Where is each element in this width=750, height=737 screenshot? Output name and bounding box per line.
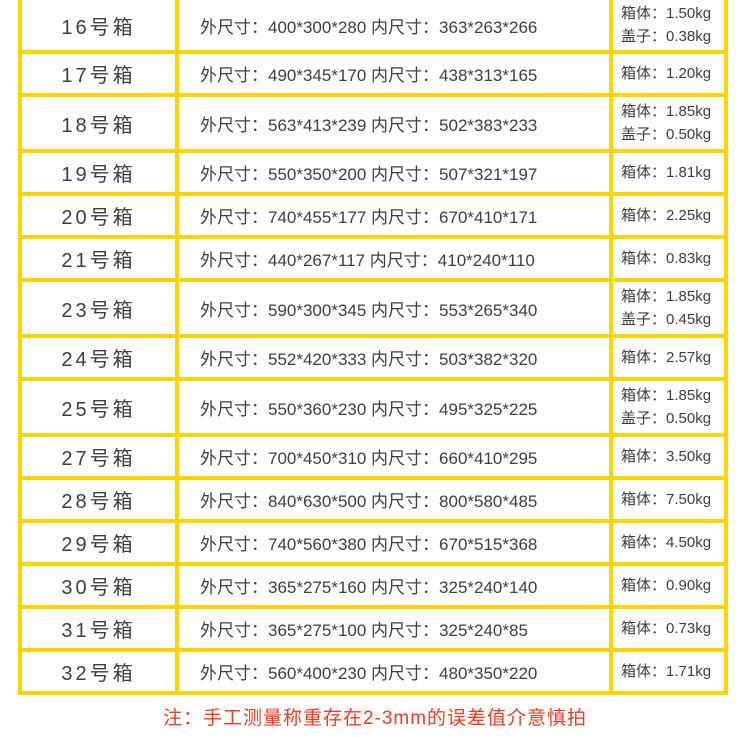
box-weight: 箱体：7.50kg (613, 480, 724, 519)
box-number: 20号箱 (22, 196, 175, 235)
box-weight: 箱体：0.83kg (613, 239, 724, 278)
box-dimensions: 外尺寸：590*300*345 内尺寸：553*265*340 (179, 282, 609, 334)
box-dimensions: 外尺寸：365*275*100 内尺寸：325*240*85 (179, 609, 609, 648)
box-number: 21号箱 (22, 239, 175, 278)
box-weight: 箱体：3.50kg (613, 437, 724, 476)
box-number: 25号箱 (22, 381, 175, 433)
box-number: 32号箱 (22, 652, 175, 691)
box-dimensions: 外尺寸：490*345*170 内尺寸：438*313*165 (179, 54, 609, 93)
box-weight: 箱体：1.85kg 盖子：0.50kg (613, 381, 724, 433)
box-dimensions: 外尺寸：365*275*160 内尺寸：325*240*140 (179, 566, 609, 605)
box-number: 27号箱 (22, 437, 175, 476)
box-number: 23号箱 (22, 282, 175, 334)
box-dimensions: 外尺寸：740*560*380 内尺寸：670*515*368 (179, 523, 609, 562)
box-dimensions: 外尺寸：700*450*310 内尺寸：660*410*295 (179, 437, 609, 476)
box-number: 28号箱 (22, 480, 175, 519)
box-weight: 箱体：1.71kg (613, 652, 724, 691)
box-number: 17号箱 (22, 54, 175, 93)
box-dimensions: 外尺寸：440*267*117 内尺寸：410*240*110 (179, 239, 609, 278)
measurement-disclaimer-note: 注：手工测量称重存在2-3mm的误差值介意慎拍 (162, 708, 588, 729)
box-dimensions: 外尺寸：560*400*230 内尺寸：480*350*220 (179, 652, 609, 691)
box-weight: 箱体：0.73kg (613, 609, 724, 648)
box-number: 18号箱 (22, 97, 175, 149)
box-dimensions: 外尺寸：552*420*333 内尺寸：503*382*320 (179, 338, 609, 377)
box-weight: 箱体：2.57kg (613, 338, 724, 377)
box-spec-table: 16号箱 外尺寸：400*300*280 内尺寸：363*263*266 箱体：… (18, 0, 728, 695)
box-number: 31号箱 (22, 609, 175, 648)
box-number: 19号箱 (22, 153, 175, 192)
box-weight: 箱体：1.85kg 盖子：0.50kg (613, 97, 724, 149)
box-number: 30号箱 (22, 566, 175, 605)
box-weight: 箱体：1.20kg (613, 54, 724, 93)
box-dimensions: 外尺寸：550*360*230 内尺寸：495*325*225 (179, 381, 609, 433)
box-weight: 箱体：0.90kg (613, 566, 724, 605)
box-dimensions: 外尺寸：400*300*280 内尺寸：363*263*266 (179, 0, 609, 50)
box-dimensions: 外尺寸：550*350*200 内尺寸：507*321*197 (179, 153, 609, 192)
box-dimensions: 外尺寸：563*413*239 内尺寸：502*383*233 (179, 97, 609, 149)
box-weight: 箱体：1.81kg (613, 153, 724, 192)
box-dimensions: 外尺寸：740*455*177 内尺寸：670*410*171 (179, 196, 609, 235)
box-weight: 箱体：2.25kg (613, 196, 724, 235)
box-number: 29号箱 (22, 523, 175, 562)
box-dimensions: 外尺寸：840*630*500 内尺寸：800*580*485 (179, 480, 609, 519)
box-weight: 箱体：1.85kg 盖子：0.45kg (613, 282, 724, 334)
box-weight: 箱体：4.50kg (613, 523, 724, 562)
box-number: 24号箱 (22, 338, 175, 377)
box-weight: 箱体：1.50kg 盖子：0.38kg (613, 0, 724, 50)
box-number: 16号箱 (22, 0, 175, 50)
